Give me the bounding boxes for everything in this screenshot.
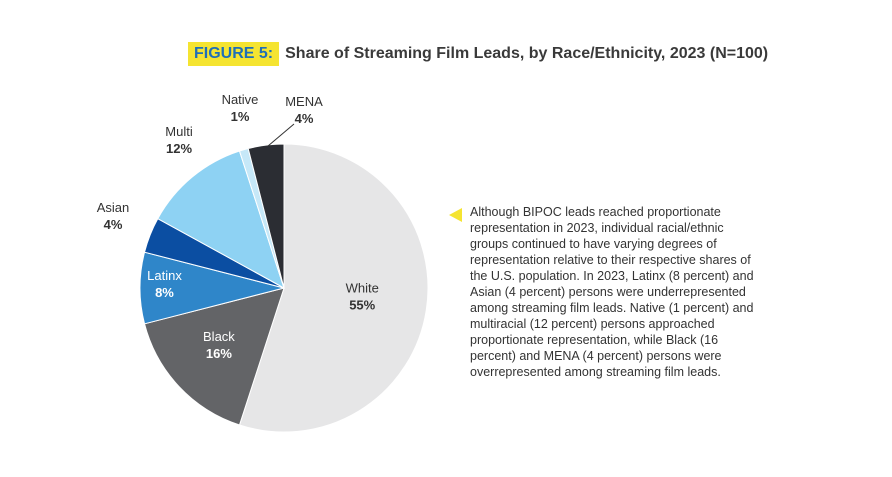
note-pointer-icon [449, 208, 462, 222]
pie-slice-black [143, 287, 285, 426]
pie-labels: White 55% Black 16% Latinx 8% Asian 4% Multi 12% N… [97, 92, 379, 361]
pie-slice-white [238, 143, 429, 433]
leader-line-mena [267, 123, 295, 147]
slice-value-asian: 4% [104, 217, 123, 232]
chart-annotation: Although BIPOC leads reached proportiona… [470, 205, 754, 379]
slice-label-mena: MENA [285, 94, 323, 109]
slice-value-black: 16% [206, 346, 232, 361]
slice-value-mena: 4% [295, 111, 314, 126]
figure-tag: FIGURE 5: [188, 42, 280, 66]
slice-label-white: White [346, 280, 379, 295]
pie-slices [139, 143, 429, 433]
slice-label-native: Native [222, 92, 259, 107]
pie-slice-multi [157, 150, 285, 290]
slice-label-multi: Multi [165, 124, 193, 139]
slice-value-native: 1% [231, 109, 250, 124]
slice-value-white: 55% [349, 297, 375, 312]
slice-value-latinx: 8% [155, 285, 174, 300]
slice-label-black: Black [203, 329, 235, 344]
slice-label-asian: Asian [97, 200, 130, 215]
slice-value-multi: 12% [166, 141, 192, 156]
figure-header: FIGURE 5: Share of Streaming Film Leads,… [188, 42, 768, 66]
slice-label-latinx: Latinx [147, 268, 182, 283]
pie-slice-mena [247, 143, 285, 289]
chart-title: Share of Streaming Film Leads, by Race/E… [285, 45, 769, 62]
label-leaders [267, 123, 295, 147]
